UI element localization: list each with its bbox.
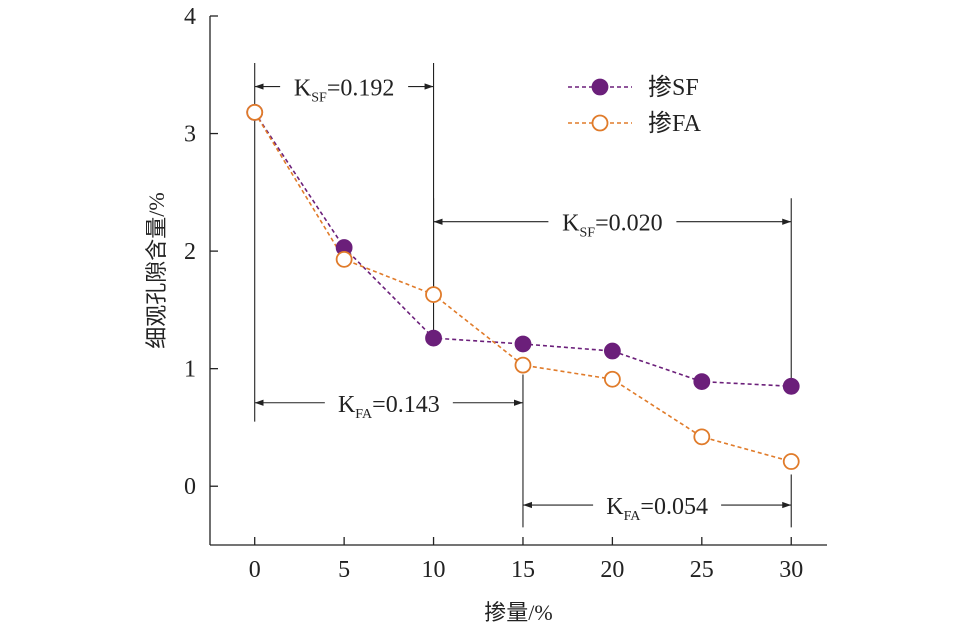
x-tick-label: 15 bbox=[511, 557, 535, 583]
annotation-value: =0.054 bbox=[640, 494, 708, 520]
data-point bbox=[514, 335, 532, 353]
data-point bbox=[425, 329, 442, 347]
data-point bbox=[603, 370, 621, 388]
data-point bbox=[782, 377, 800, 395]
legend-label: 掺FA bbox=[648, 110, 702, 137]
legend-marker bbox=[591, 78, 609, 96]
annotation-k: K bbox=[606, 494, 624, 520]
x-tick-label: 5 bbox=[338, 557, 350, 583]
data-point bbox=[603, 342, 621, 360]
x-tick-label: 0 bbox=[249, 557, 261, 583]
data-point bbox=[246, 103, 264, 121]
y-tick-label: 1 bbox=[184, 357, 196, 383]
data-point bbox=[514, 356, 532, 374]
annotation-label: KSF=0.020 bbox=[562, 211, 662, 241]
data-point bbox=[782, 453, 800, 470]
data-point bbox=[693, 373, 711, 390]
y-tick-label: 2 bbox=[184, 239, 196, 265]
annotation-value: =0.020 bbox=[595, 211, 663, 237]
legend-marker bbox=[591, 114, 609, 132]
data-point bbox=[425, 286, 442, 304]
y-axis-label: 细观孔隙含量/% bbox=[144, 192, 169, 348]
annotation-value: =0.143 bbox=[372, 392, 440, 418]
annotation-subscript: SF bbox=[311, 91, 327, 106]
annotation-value: =0.192 bbox=[327, 76, 395, 102]
annotation-label: KFA=0.143 bbox=[338, 392, 440, 422]
annotation-k: K bbox=[338, 392, 356, 418]
x-tick-label: 25 bbox=[690, 557, 714, 583]
x-axis-label: 掺量/% bbox=[484, 600, 552, 625]
data-point bbox=[335, 250, 353, 268]
annotation-subscript: FA bbox=[355, 407, 373, 422]
annotation-label: KSF=0.192 bbox=[294, 76, 394, 106]
y-tick-label: 4 bbox=[184, 4, 196, 30]
annotation-subscript: SF bbox=[580, 226, 596, 241]
annotation-k: K bbox=[294, 76, 312, 102]
y-tick-label: 3 bbox=[184, 122, 196, 148]
legend-label: 掺SF bbox=[648, 74, 699, 101]
annotation-k: K bbox=[562, 211, 580, 237]
x-tick-label: 20 bbox=[600, 557, 624, 583]
x-tick-label: 10 bbox=[422, 557, 446, 583]
annotation-subscript: FA bbox=[624, 509, 642, 524]
annotation-label: KFA=0.054 bbox=[606, 494, 708, 524]
x-tick-label: 30 bbox=[779, 557, 803, 583]
y-tick-label: 0 bbox=[184, 474, 196, 500]
data-point bbox=[693, 428, 711, 446]
